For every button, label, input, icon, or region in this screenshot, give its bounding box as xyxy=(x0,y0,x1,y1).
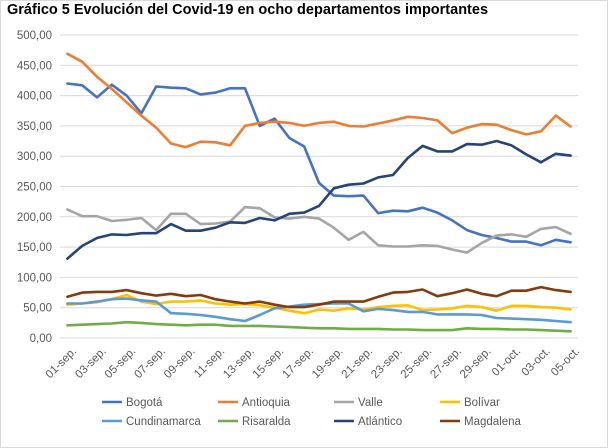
legend-label: Atlántico xyxy=(358,416,402,428)
x-tick-label: 05-sep. xyxy=(103,345,139,381)
legend-label: Cundinamarca xyxy=(126,416,201,428)
chart-title: Gráfico 5 Evolución del Covid-19 en ocho… xyxy=(7,2,489,18)
y-tick-label: 350,00 xyxy=(17,121,52,133)
x-tick-label: 19-sep. xyxy=(310,345,346,381)
y-tick-label: 200,00 xyxy=(17,212,52,224)
series-line-magdalena xyxy=(66,285,572,309)
y-tick-label: 450,00 xyxy=(17,60,52,72)
series-line-risaralda xyxy=(66,320,572,333)
y-tick-label: 400,00 xyxy=(17,91,52,103)
x-tick-label: 07-sep. xyxy=(132,345,168,381)
x-tick-label: 23-sep. xyxy=(369,345,405,381)
y-tick-label: 50,00 xyxy=(23,303,52,315)
x-tick-label: 01-sep. xyxy=(44,345,80,381)
x-tick-label: 25-sep. xyxy=(399,345,435,381)
y-tick-label: 150,00 xyxy=(17,242,52,254)
x-tick-label: 05-oct. xyxy=(549,345,582,378)
legend-label: Bolívar xyxy=(464,397,500,409)
x-tick-label: 15-sep. xyxy=(251,345,287,381)
series-line-antioquia xyxy=(66,52,572,149)
legend-label: Magdalena xyxy=(464,416,522,428)
legend: Bogotá Antioquia Valle Bolívar Cundinamarca R… xyxy=(102,397,522,428)
series-lines xyxy=(66,52,572,333)
series-line-bolivar xyxy=(66,293,572,315)
x-tick-label: 03-sep. xyxy=(73,345,109,381)
x-tick-label: 29-sep. xyxy=(458,345,494,381)
legend-label: Valle xyxy=(358,397,383,409)
x-tick-label: 03-oct. xyxy=(519,345,552,378)
gridlines xyxy=(60,34,578,339)
y-tick-label: 100,00 xyxy=(17,272,52,284)
y-axis-ticks: 0,00 50,00 100,00 150,00 200,00 250,00 300,00 3… xyxy=(17,30,52,345)
series-line-atlantico xyxy=(66,139,572,260)
legend-label: Antioquia xyxy=(242,397,291,409)
y-tick-label: 500,00 xyxy=(17,30,52,42)
y-tick-label: 250,00 xyxy=(17,182,52,194)
y-tick-label: 300,00 xyxy=(17,151,52,163)
series-line-bogota xyxy=(66,82,572,247)
series-line-valle xyxy=(66,205,572,254)
legend-label: Risaralda xyxy=(242,416,291,428)
x-tick-label: 17-sep. xyxy=(280,345,316,381)
x-tick-label: 21-sep. xyxy=(340,345,376,381)
y-tick-label: 0,00 xyxy=(30,333,52,345)
x-tick-label: 09-sep. xyxy=(162,345,198,381)
x-tick-label: 13-sep. xyxy=(221,345,257,381)
x-tick-label: 27-sep. xyxy=(428,345,464,381)
x-tick-label: 01-oct. xyxy=(490,345,523,378)
x-tick-label: 11-sep. xyxy=(192,345,227,380)
legend-label: Bogotá xyxy=(126,397,163,409)
x-axis-ticks: 01-sep.03-sep.05-sep.07-sep.09-sep.11-se… xyxy=(44,345,583,381)
